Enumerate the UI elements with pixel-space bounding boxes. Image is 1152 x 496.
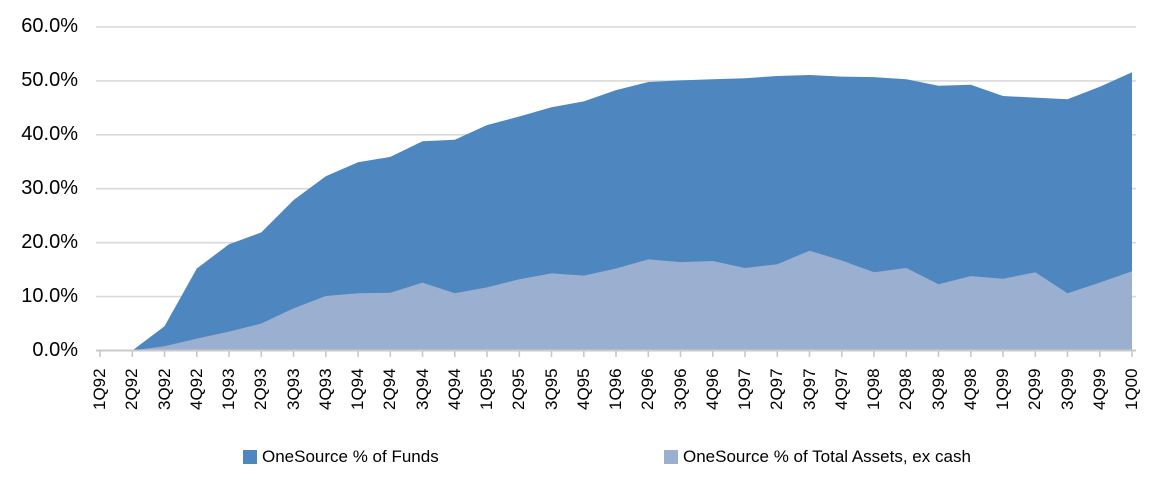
x-axis-label: 3Q98 (928, 368, 948, 410)
y-axis-label: 20.0% (21, 230, 78, 253)
x-axis-label: 2Q98 (896, 368, 916, 410)
x-axis-label: 2Q92 (122, 368, 142, 410)
legend-swatch-funds (243, 450, 257, 464)
legend-label-assets: OneSource % of Total Assets, ex cash (683, 447, 971, 466)
x-axis-label: 3Q96 (670, 368, 690, 410)
x-axis-label: 1Q96 (606, 368, 625, 410)
x-axis-label: 2Q94 (380, 368, 400, 410)
x-axis-label: 1Q95 (477, 368, 496, 410)
x-axis-label: 3Q95 (541, 368, 561, 410)
x-axis-label: 2Q96 (638, 368, 658, 410)
x-axis-label: 2Q97 (767, 368, 787, 410)
legend-label-funds: OneSource % of Funds (262, 447, 439, 466)
x-axis-label: 1Q99 (993, 368, 1012, 410)
x-axis-label: 1Q94 (348, 368, 367, 410)
x-axis-label: 1Q00 (1122, 368, 1141, 410)
area-series-group (100, 72, 1132, 351)
x-axis-label: 3Q94 (412, 368, 432, 410)
x-axis-label: 1Q98 (864, 368, 883, 410)
y-axis-label: 40.0% (21, 122, 78, 145)
y-axis-label: 30.0% (21, 176, 78, 199)
x-axis-label: 4Q93 (315, 368, 335, 410)
y-axis-label: 50.0% (21, 68, 78, 91)
legend-swatch-assets (664, 450, 678, 464)
y-axis-label: 0.0% (32, 338, 78, 361)
x-axis-label: 4Q97 (831, 368, 851, 410)
area-series-assets (100, 250, 1132, 351)
x-axis-label: 4Q95 (573, 368, 593, 410)
x-axis-label: 3Q92 (154, 368, 174, 410)
x-axis-label: 4Q94 (444, 368, 464, 410)
x-axis-label: 1Q93 (219, 368, 238, 410)
x-axis-label: 3Q97 (799, 368, 819, 410)
x-axis-label: 4Q96 (702, 368, 722, 410)
x-axis-label: 1Q97 (735, 368, 754, 410)
plot-area (96, 26, 1136, 357)
y-axis-label: 10.0% (21, 284, 78, 307)
x-axis-label: 2Q99 (1025, 368, 1045, 410)
x-axis-label: 4Q99 (1089, 368, 1109, 410)
x-axis-label: 1Q92 (90, 368, 109, 410)
x-axis-label: 2Q95 (509, 368, 529, 410)
x-axis-label: 3Q93 (283, 368, 303, 410)
x-axis-label: 3Q99 (1057, 368, 1077, 410)
x-axis-label: 4Q92 (186, 368, 206, 410)
x-axis-label: 4Q98 (960, 368, 980, 410)
x-axis-label: 2Q93 (251, 368, 271, 410)
x-axis (96, 349, 1136, 357)
y-axis-label: 60.0% (21, 14, 78, 37)
